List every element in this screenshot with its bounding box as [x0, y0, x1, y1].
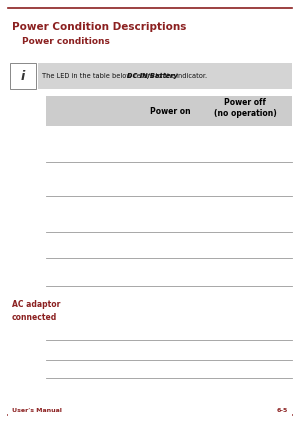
Text: User's Manual: User's Manual: [12, 408, 62, 413]
Bar: [8, 60, 292, 96]
Bar: [0, 0, 8, 423]
Bar: [10, 63, 36, 89]
Bar: [46, 96, 292, 126]
Bar: [292, 0, 300, 423]
Text: Power on: Power on: [150, 107, 190, 115]
Bar: [46, 126, 292, 366]
Bar: [0, 407, 300, 423]
Text: i: i: [21, 69, 25, 82]
Text: Power off
(no operation): Power off (no operation): [214, 98, 276, 118]
Bar: [8, 9, 292, 59]
Bar: [0, 0, 300, 8]
Text: DC IN/Battery: DC IN/Battery: [127, 73, 178, 79]
Text: indicator.: indicator.: [174, 73, 207, 79]
Bar: [8, 396, 292, 416]
Text: Power conditions: Power conditions: [22, 37, 110, 46]
Text: AC adaptor
connected: AC adaptor connected: [12, 300, 60, 321]
Text: The LED in the table below refers to the: The LED in the table below refers to the: [42, 73, 178, 79]
Bar: [8, 96, 46, 423]
Text: Power Condition Descriptions: Power Condition Descriptions: [12, 22, 186, 32]
Bar: [38, 63, 292, 89]
Text: 6-5: 6-5: [277, 408, 288, 413]
